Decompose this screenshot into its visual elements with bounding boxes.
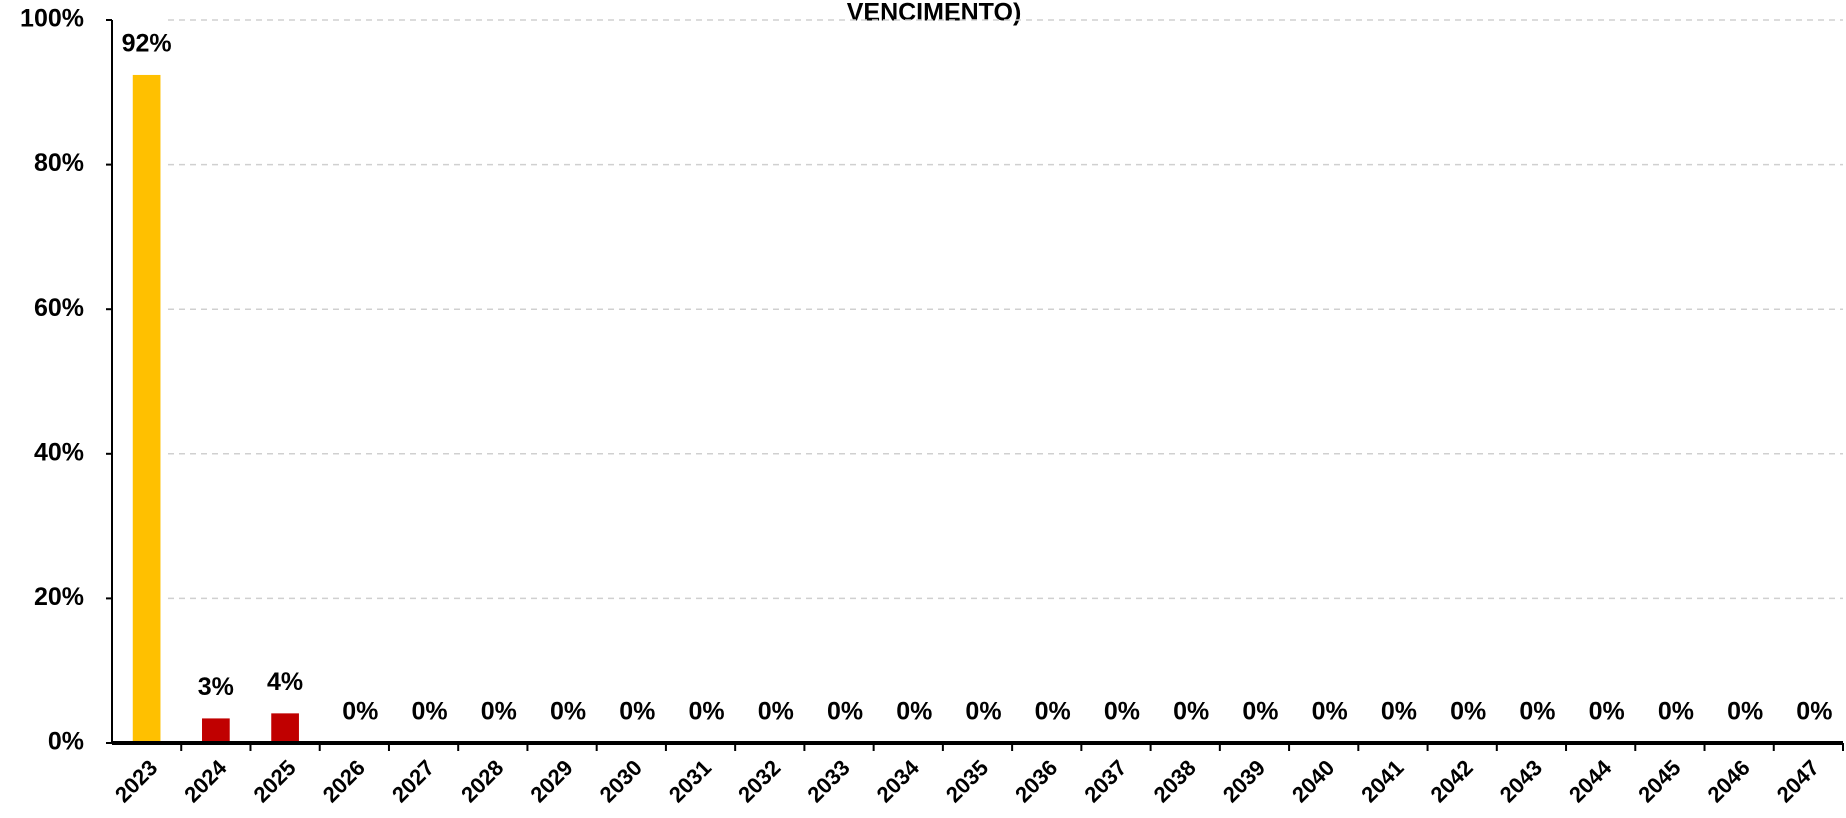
x-tick-label: 2028 [456,755,508,807]
data-label: 4% [267,668,303,696]
x-tick-label: 2038 [1149,755,1201,807]
x-tick-label: 2034 [872,754,925,807]
x-tick-label: 2044 [1564,754,1617,807]
chart-title: VENCIMENTO) [847,0,1022,27]
data-label: 0% [1104,698,1140,726]
y-tick-label: 80% [34,149,84,177]
data-label: 0% [1242,698,1278,726]
x-tick-label: 2040 [1287,755,1339,807]
bar [132,74,161,743]
x-tick-label: 2042 [1426,755,1478,807]
data-label: 0% [1450,698,1486,726]
data-label: 0% [1173,698,1209,726]
data-label: 0% [619,698,655,726]
x-tick-label: 2024 [179,754,232,807]
data-label: 0% [1589,698,1625,726]
y-tick-label: 0% [48,728,84,756]
data-label: 0% [1796,698,1832,726]
x-tick-label: 2031 [664,755,716,807]
x-tick-label: 2035 [941,755,993,807]
data-label: 0% [896,698,932,726]
data-label: 0% [1312,698,1348,726]
bar [271,713,299,743]
data-label: 0% [1035,698,1071,726]
x-tick-label: 2030 [595,755,647,807]
x-tick-label: 2046 [1702,755,1754,807]
x-tick-label: 2033 [802,755,854,807]
x-tick-label: 2037 [1079,755,1131,807]
x-tick-label: 2043 [1495,755,1547,807]
data-label: 0% [1519,698,1555,726]
x-tick-label: 2027 [387,755,439,807]
bar [202,718,230,743]
data-label: 0% [342,698,378,726]
x-tick-label: 2032 [733,755,785,807]
data-label: 3% [198,673,234,701]
x-tick-label: 2041 [1356,755,1408,807]
x-tick-label: 2047 [1772,755,1824,807]
x-tick-label: 2036 [1010,755,1062,807]
data-label: 0% [481,698,517,726]
x-tick-label: 2045 [1633,755,1685,807]
x-tick-label: 2023 [110,755,162,807]
data-label: 0% [412,698,448,726]
y-tick-label: 40% [34,438,84,466]
data-label: 0% [1727,698,1763,726]
x-tick-label: 2026 [318,755,370,807]
x-tick-label: 2025 [248,755,300,807]
data-label: 0% [827,698,863,726]
y-tick-label: 100% [20,5,84,33]
data-label: 0% [1658,698,1694,726]
data-label: 0% [758,698,794,726]
data-label: 0% [688,698,724,726]
x-tick-label: 2029 [525,755,577,807]
data-label: 0% [965,698,1001,726]
x-tick-label: 2039 [1218,755,1270,807]
data-label: 0% [1381,698,1417,726]
data-label: 92% [122,30,172,58]
y-tick-label: 20% [34,583,84,611]
y-tick-label: 60% [34,294,84,322]
data-label: 0% [550,698,586,726]
